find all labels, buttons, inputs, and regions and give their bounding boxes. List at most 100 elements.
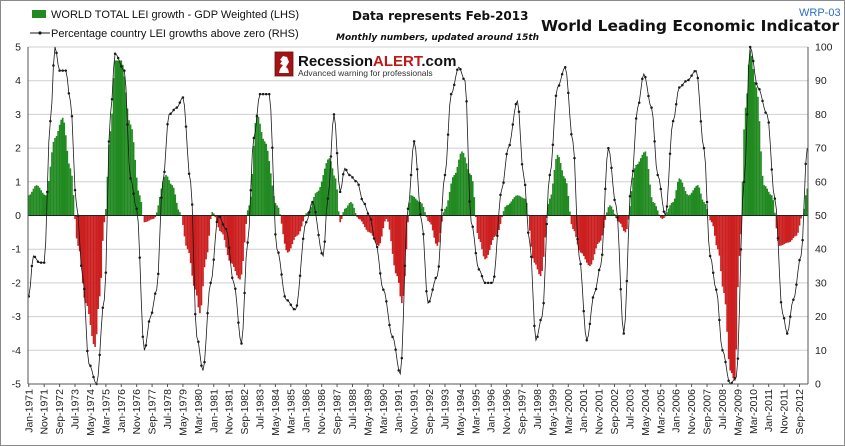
line-point <box>79 264 83 268</box>
lei-bar <box>138 195 141 216</box>
lei-bar <box>609 205 611 216</box>
line-point <box>33 255 37 259</box>
lei-bar <box>806 188 809 216</box>
lei-bar <box>578 215 580 251</box>
right-tick-label: 10 <box>815 345 827 357</box>
line-point <box>218 215 222 219</box>
lei-bar <box>445 206 448 216</box>
lei-bar <box>586 215 588 263</box>
lei-bar <box>283 215 286 244</box>
lei-bar <box>771 195 773 216</box>
line-point <box>770 168 774 171</box>
lei-bar <box>462 153 465 216</box>
left-tick-label: 0 <box>15 210 21 222</box>
lei-bar <box>649 184 651 216</box>
lei-bar <box>613 213 616 216</box>
lei-bar <box>68 163 70 216</box>
line-point <box>292 307 296 311</box>
lei-bar <box>567 195 570 216</box>
line-point <box>471 225 474 228</box>
line-point <box>801 238 804 242</box>
x-tick-label: Nov-1996 <box>501 389 513 435</box>
x-tick-label: Nov-2001 <box>594 389 606 435</box>
lei-bar <box>323 168 326 216</box>
lei-bar <box>402 215 405 296</box>
lei-bar <box>200 215 203 306</box>
lei-bar <box>413 196 415 216</box>
lei-bar <box>186 215 189 250</box>
line-point <box>394 348 397 351</box>
lei-bar <box>299 215 301 232</box>
lei-bar <box>797 215 799 233</box>
lei-bar <box>598 215 600 243</box>
line-point <box>637 101 641 104</box>
knight-icon <box>279 56 289 73</box>
right-tick-label: 40 <box>815 244 827 256</box>
line-point <box>304 220 308 224</box>
x-tick-label: Nov-1971 <box>39 389 51 435</box>
lei-bar <box>667 208 670 216</box>
lei-bar <box>619 215 622 224</box>
line-point <box>89 364 92 367</box>
lei-bar <box>504 206 506 216</box>
lei-bar <box>290 215 292 249</box>
line-point <box>120 65 123 68</box>
line-point <box>662 210 666 213</box>
lei-bar <box>233 215 235 267</box>
line-point <box>604 187 607 191</box>
lei-bar <box>766 188 769 216</box>
lei-bar <box>77 215 79 246</box>
lei-bar <box>37 185 39 216</box>
lei-bar <box>470 175 473 216</box>
lei-bar <box>499 215 502 224</box>
lei-bar <box>137 190 140 216</box>
lei-bar <box>538 215 540 275</box>
x-tick-label: May-2004 <box>640 389 652 436</box>
line-point <box>733 376 737 380</box>
line-point <box>425 290 428 293</box>
lei-bar <box>280 215 283 224</box>
lei-bar <box>800 215 802 219</box>
line-point <box>739 248 743 251</box>
lei-bar <box>60 119 62 216</box>
line-point <box>459 67 462 71</box>
line-point <box>83 287 86 291</box>
line-point <box>363 202 367 206</box>
lei-bar <box>374 215 377 243</box>
lei-bar <box>134 159 136 216</box>
x-tick-label: Sep-1987 <box>332 389 344 435</box>
lei-bar <box>635 164 637 216</box>
line-point <box>308 210 311 214</box>
legend-label-line: Percentage country LEI growths above zer… <box>51 28 299 40</box>
lei-bar <box>712 215 715 227</box>
lei-bar <box>40 190 42 216</box>
lei-bar <box>718 215 721 256</box>
lei-bar <box>146 215 149 222</box>
line-point <box>320 252 323 255</box>
lei-bar <box>670 202 673 216</box>
line-point <box>166 123 169 126</box>
x-axis-ticks: Jan-1971 Nov-1971 Sep-1972 Jul-1973 May-1974… <box>23 384 806 436</box>
line-point <box>227 246 231 249</box>
x-tick-label: Jul-1993 <box>439 389 451 429</box>
lei-bar <box>487 215 489 255</box>
lei-bar <box>334 178 337 216</box>
lei-bar <box>570 215 573 225</box>
lei-bar <box>761 175 764 216</box>
lei-bar <box>692 190 695 216</box>
x-tick-label: Nov-2006 <box>686 389 698 435</box>
line-point <box>224 227 228 231</box>
line-point <box>456 68 459 72</box>
line-point <box>187 172 191 176</box>
lei-bar <box>629 206 631 216</box>
lei-bar <box>353 207 355 216</box>
line-point <box>628 195 632 198</box>
lei-bar <box>263 141 266 216</box>
line-point <box>539 318 542 322</box>
lei-bar <box>202 215 204 287</box>
line-point <box>690 74 693 77</box>
lei-bar <box>724 215 727 305</box>
line-point <box>135 207 138 211</box>
lei-bar <box>282 215 284 235</box>
